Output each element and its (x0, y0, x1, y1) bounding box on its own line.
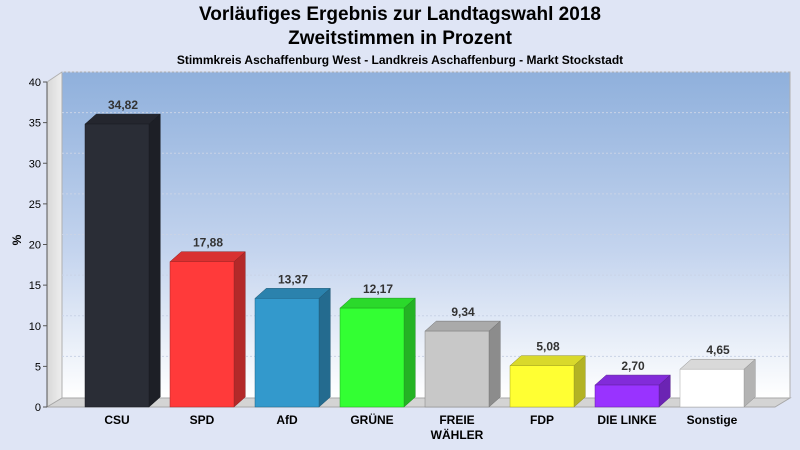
bar-front (594, 384, 660, 408)
y-tick-label: 15 (29, 280, 41, 292)
bar-freie-wähler: 9,34 (424, 305, 501, 408)
x-tick-label: SPD (190, 413, 215, 427)
bar-top (169, 251, 246, 262)
bar-front (339, 307, 405, 408)
side-wall (46, 71, 63, 408)
x-tick-label: CSU (104, 413, 129, 427)
bar-side (318, 287, 331, 408)
bar-value-label: 2,70 (621, 359, 645, 373)
x-tick-label: AfD (276, 413, 298, 427)
y-axis-label: % (10, 234, 24, 245)
x-tick-label: DIE LINKE (597, 413, 656, 427)
bar-front (424, 330, 490, 408)
chart-title-line2: Zweitstimmen in Prozent (288, 28, 512, 49)
bar-value-label: 5,08 (536, 340, 560, 354)
bar-sonstige: 4,65 (679, 343, 756, 408)
bar-value-label: 4,65 (706, 343, 730, 357)
y-tick-label: 25 (29, 199, 41, 211)
bar-spd: 17,88 (169, 236, 246, 408)
bar-top (339, 297, 416, 309)
bar-value-label: 34,82 (108, 98, 138, 112)
bar-fdp: 5,08 (509, 340, 586, 408)
y-tick-label: 30 (29, 158, 41, 170)
bar-top (594, 374, 671, 386)
bar-top (679, 358, 756, 370)
bars: 34,82 17,88 13,37 12,17 9,34 5,08 2,70 4,65 (84, 98, 756, 408)
y-tick-label: 5 (35, 361, 41, 373)
bar-value-label: 13,37 (278, 272, 308, 286)
y-tick-label: 35 (29, 118, 41, 130)
y-tick-label: 10 (29, 321, 41, 333)
x-axis-labels: CSU SPD AfD GRÜNE FREIE WÄHLER FDP DIE LINKE Son… (104, 412, 737, 442)
y-tick-label: 20 (29, 240, 41, 252)
bar-front (509, 365, 575, 408)
chart-title: Vorläufiges Ergebnis zur Landtagswahl 20… (199, 4, 601, 25)
bar-top (509, 355, 586, 366)
bar-top (84, 113, 161, 125)
bar-value-label: 9,34 (451, 305, 475, 319)
bar-top (424, 320, 501, 332)
bar-die-linke: 2,70 (594, 359, 671, 408)
chart-subtitle: Stimmkreis Aschaffenburg West - Landkrei… (176, 53, 624, 67)
bar-top (254, 288, 331, 299)
x-tick-label: GRÜNE (350, 412, 393, 427)
x-tick-label: FREIE WÄHLER (431, 413, 484, 442)
bar-afd: 13,37 (254, 272, 331, 408)
y-tick-label: 40 (29, 77, 41, 89)
bar-side (488, 320, 501, 408)
y-axis: 0 5 10 15 20 25 30 35 40 (29, 77, 48, 414)
x-tick-label: Sonstige (687, 413, 738, 427)
bar-front (169, 261, 235, 408)
bar-side (403, 297, 416, 408)
bar-csu: 34,82 (84, 98, 161, 408)
x-tick-label: FDP (530, 413, 554, 427)
bar-value-label: 12,17 (363, 282, 393, 296)
bar-side (148, 113, 161, 408)
bar-front (254, 298, 320, 408)
y-tick-label: 0 (35, 402, 41, 414)
bar-value-label: 17,88 (193, 236, 223, 250)
bar-side (233, 251, 246, 408)
bar-grüne: 12,17 (339, 282, 416, 408)
floor (45, 397, 792, 408)
bar-front (84, 123, 150, 408)
bar-front (679, 368, 745, 408)
